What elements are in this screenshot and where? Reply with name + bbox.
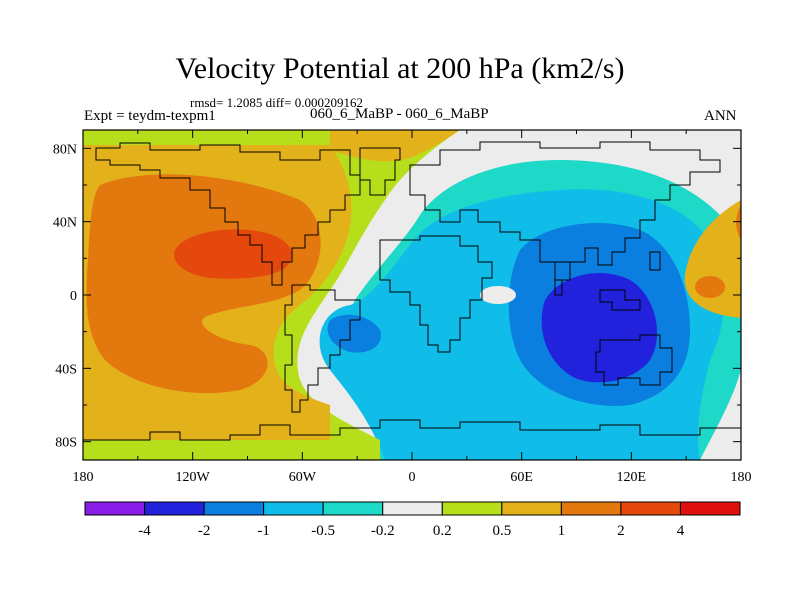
experiment-label: Expt = teydm-texpm1 <box>84 108 216 124</box>
y-tick-label: 40S <box>55 362 77 377</box>
coastline-north-america <box>95 142 361 286</box>
colorbar-swatch <box>84 501 146 516</box>
field-band-pos-1-edge <box>736 205 741 240</box>
colorbar-label: 4 <box>677 523 685 539</box>
x-tick-label: 0 <box>409 470 416 485</box>
colorbar-swatch <box>679 501 741 516</box>
field-band-pos-2 <box>174 229 292 279</box>
x-axis: 180 120W 60W 0 60E 120E 180 <box>73 130 752 485</box>
x-tick-label: 120E <box>617 470 647 485</box>
coastline-africa <box>379 235 493 353</box>
stats-label: rmsd= 1.2085 diff= 0.000209162 <box>190 95 363 110</box>
coastline-maritime-continent <box>599 289 641 311</box>
y-tick-label: 80N <box>53 142 77 157</box>
coastline-japan <box>649 251 661 271</box>
colorbar-swatch <box>382 501 443 516</box>
field-band-pos-1 <box>86 174 321 394</box>
colorbar: -4 -2 -1 -0.5 -0.2 0.2 0.5 1 2 4 <box>84 501 741 539</box>
x-tick-label: 180 <box>731 470 752 485</box>
field-band-neg-1-west <box>327 314 381 353</box>
colorbar-label: -0.5 <box>311 523 335 539</box>
coastline-greenland <box>359 147 401 196</box>
x-tick-label: 180 <box>73 470 94 485</box>
x-tick-label: 60W <box>289 470 317 485</box>
field-band-neg-2 <box>541 272 658 383</box>
colorbar-swatch <box>501 501 562 516</box>
continent-outlines <box>83 141 741 441</box>
y-tick-label: 40N <box>53 216 77 231</box>
colorbar-label: -1 <box>257 523 270 539</box>
y-tick-label: 0 <box>70 289 77 304</box>
case-label: 060_6_MaBP - 060_6_MaBP <box>310 106 489 122</box>
coastline-india <box>554 261 571 296</box>
colorbar-label: 2 <box>617 523 625 539</box>
chart-title: Velocity Potential at 200 hPa (km2/s) <box>175 52 625 85</box>
colorbar-label: 0.5 <box>492 523 511 539</box>
colorbar-swatch <box>560 501 622 516</box>
colorbar-label: -4 <box>138 523 151 539</box>
coastline-antarctica <box>83 419 741 441</box>
colorbar-label: 1 <box>558 523 566 539</box>
y-tick-label: 80S <box>55 436 77 451</box>
season-label: ANN <box>704 108 737 124</box>
field-band-pos-1-east-core <box>695 276 725 298</box>
coastline-south-america <box>284 284 361 413</box>
colorbar-label: -2 <box>198 523 211 539</box>
colorbar-swatch <box>441 501 503 516</box>
colorbar-swatch <box>203 501 265 516</box>
colorbar-swatch <box>620 501 681 516</box>
field-band-pos-island <box>480 286 516 304</box>
contour-fill <box>83 130 741 460</box>
coastline-eurasia <box>409 141 721 281</box>
colorbar-swatch <box>144 501 205 516</box>
colorbar-label: -0.2 <box>371 523 395 539</box>
colorbar-label: 0.2 <box>433 523 452 539</box>
field-band-pos-0.5-north <box>330 130 460 162</box>
y-axis: 80N 40N 0 40S 80S <box>53 142 741 451</box>
x-tick-label: 60E <box>510 470 533 485</box>
coastline-australia <box>595 334 673 386</box>
x-tick-label: 120W <box>176 470 211 485</box>
colorbar-swatch <box>263 501 324 516</box>
colorbar-swatch <box>322 501 384 516</box>
